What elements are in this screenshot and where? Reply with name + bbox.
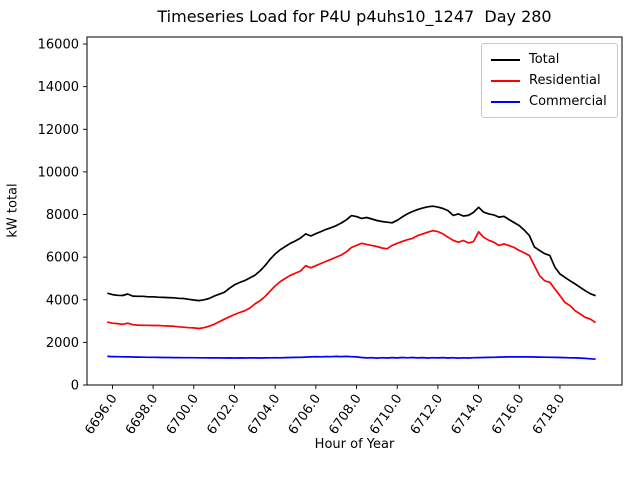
x-tick-label: 6710.0: [367, 392, 405, 438]
x-tick-label: 6718.0: [530, 392, 568, 438]
x-tick-label: 6704.0: [245, 392, 283, 438]
x-tick-label: 6700.0: [164, 392, 202, 438]
x-tick-label: 6712.0: [408, 392, 446, 438]
y-tick-label: 16000: [38, 38, 79, 53]
y-tick-label: 0: [71, 379, 79, 394]
commercial-line-swatch: [491, 100, 520, 103]
chart-title: Timeseries Load for P4U p4uhs10_1247 Day…: [157, 7, 552, 26]
legend-label-total: Total: [529, 52, 560, 67]
y-tick-label: 14000: [38, 80, 79, 95]
y-tick-label: 8000: [46, 208, 79, 223]
legend-item-total: Total: [491, 49, 609, 70]
legend-label-residential: Residential: [529, 73, 601, 88]
legend-label-commercial: Commercial: [529, 94, 607, 109]
x-tick-label: 6714.0: [448, 392, 486, 438]
axes-frame: [86, 36, 623, 386]
series-lines: [107, 205, 597, 361]
x-tick-label: 6708.0: [326, 392, 364, 438]
x-axis-label: Hour of Year: [314, 437, 395, 452]
y-tick-label: 4000: [46, 293, 79, 308]
plot-frame: [86, 36, 623, 386]
x-tick-label: 6702.0: [204, 392, 242, 438]
x-tick-label: 6716.0: [489, 392, 527, 438]
x-tick-label: 6696.0: [82, 392, 120, 438]
series-line-commercial: [107, 355, 596, 361]
residential-line-swatch: [491, 79, 520, 82]
x-tick-label: 6698.0: [123, 392, 161, 438]
legend-item-commercial: Commercial: [491, 91, 609, 112]
legend-item-residential: Residential: [491, 70, 609, 91]
y-tick-label: 6000: [46, 251, 79, 266]
y-tick-label: 10000: [38, 165, 79, 180]
legend: Total Residential Commercial: [481, 43, 618, 118]
y-tick-label: 12000: [38, 123, 79, 138]
x-tick-label: 6706.0: [286, 392, 324, 438]
series-line-residential: [107, 229, 597, 330]
series-line-total: [107, 205, 596, 302]
y-tick-label: 2000: [46, 336, 79, 351]
total-line-swatch: [491, 58, 520, 61]
